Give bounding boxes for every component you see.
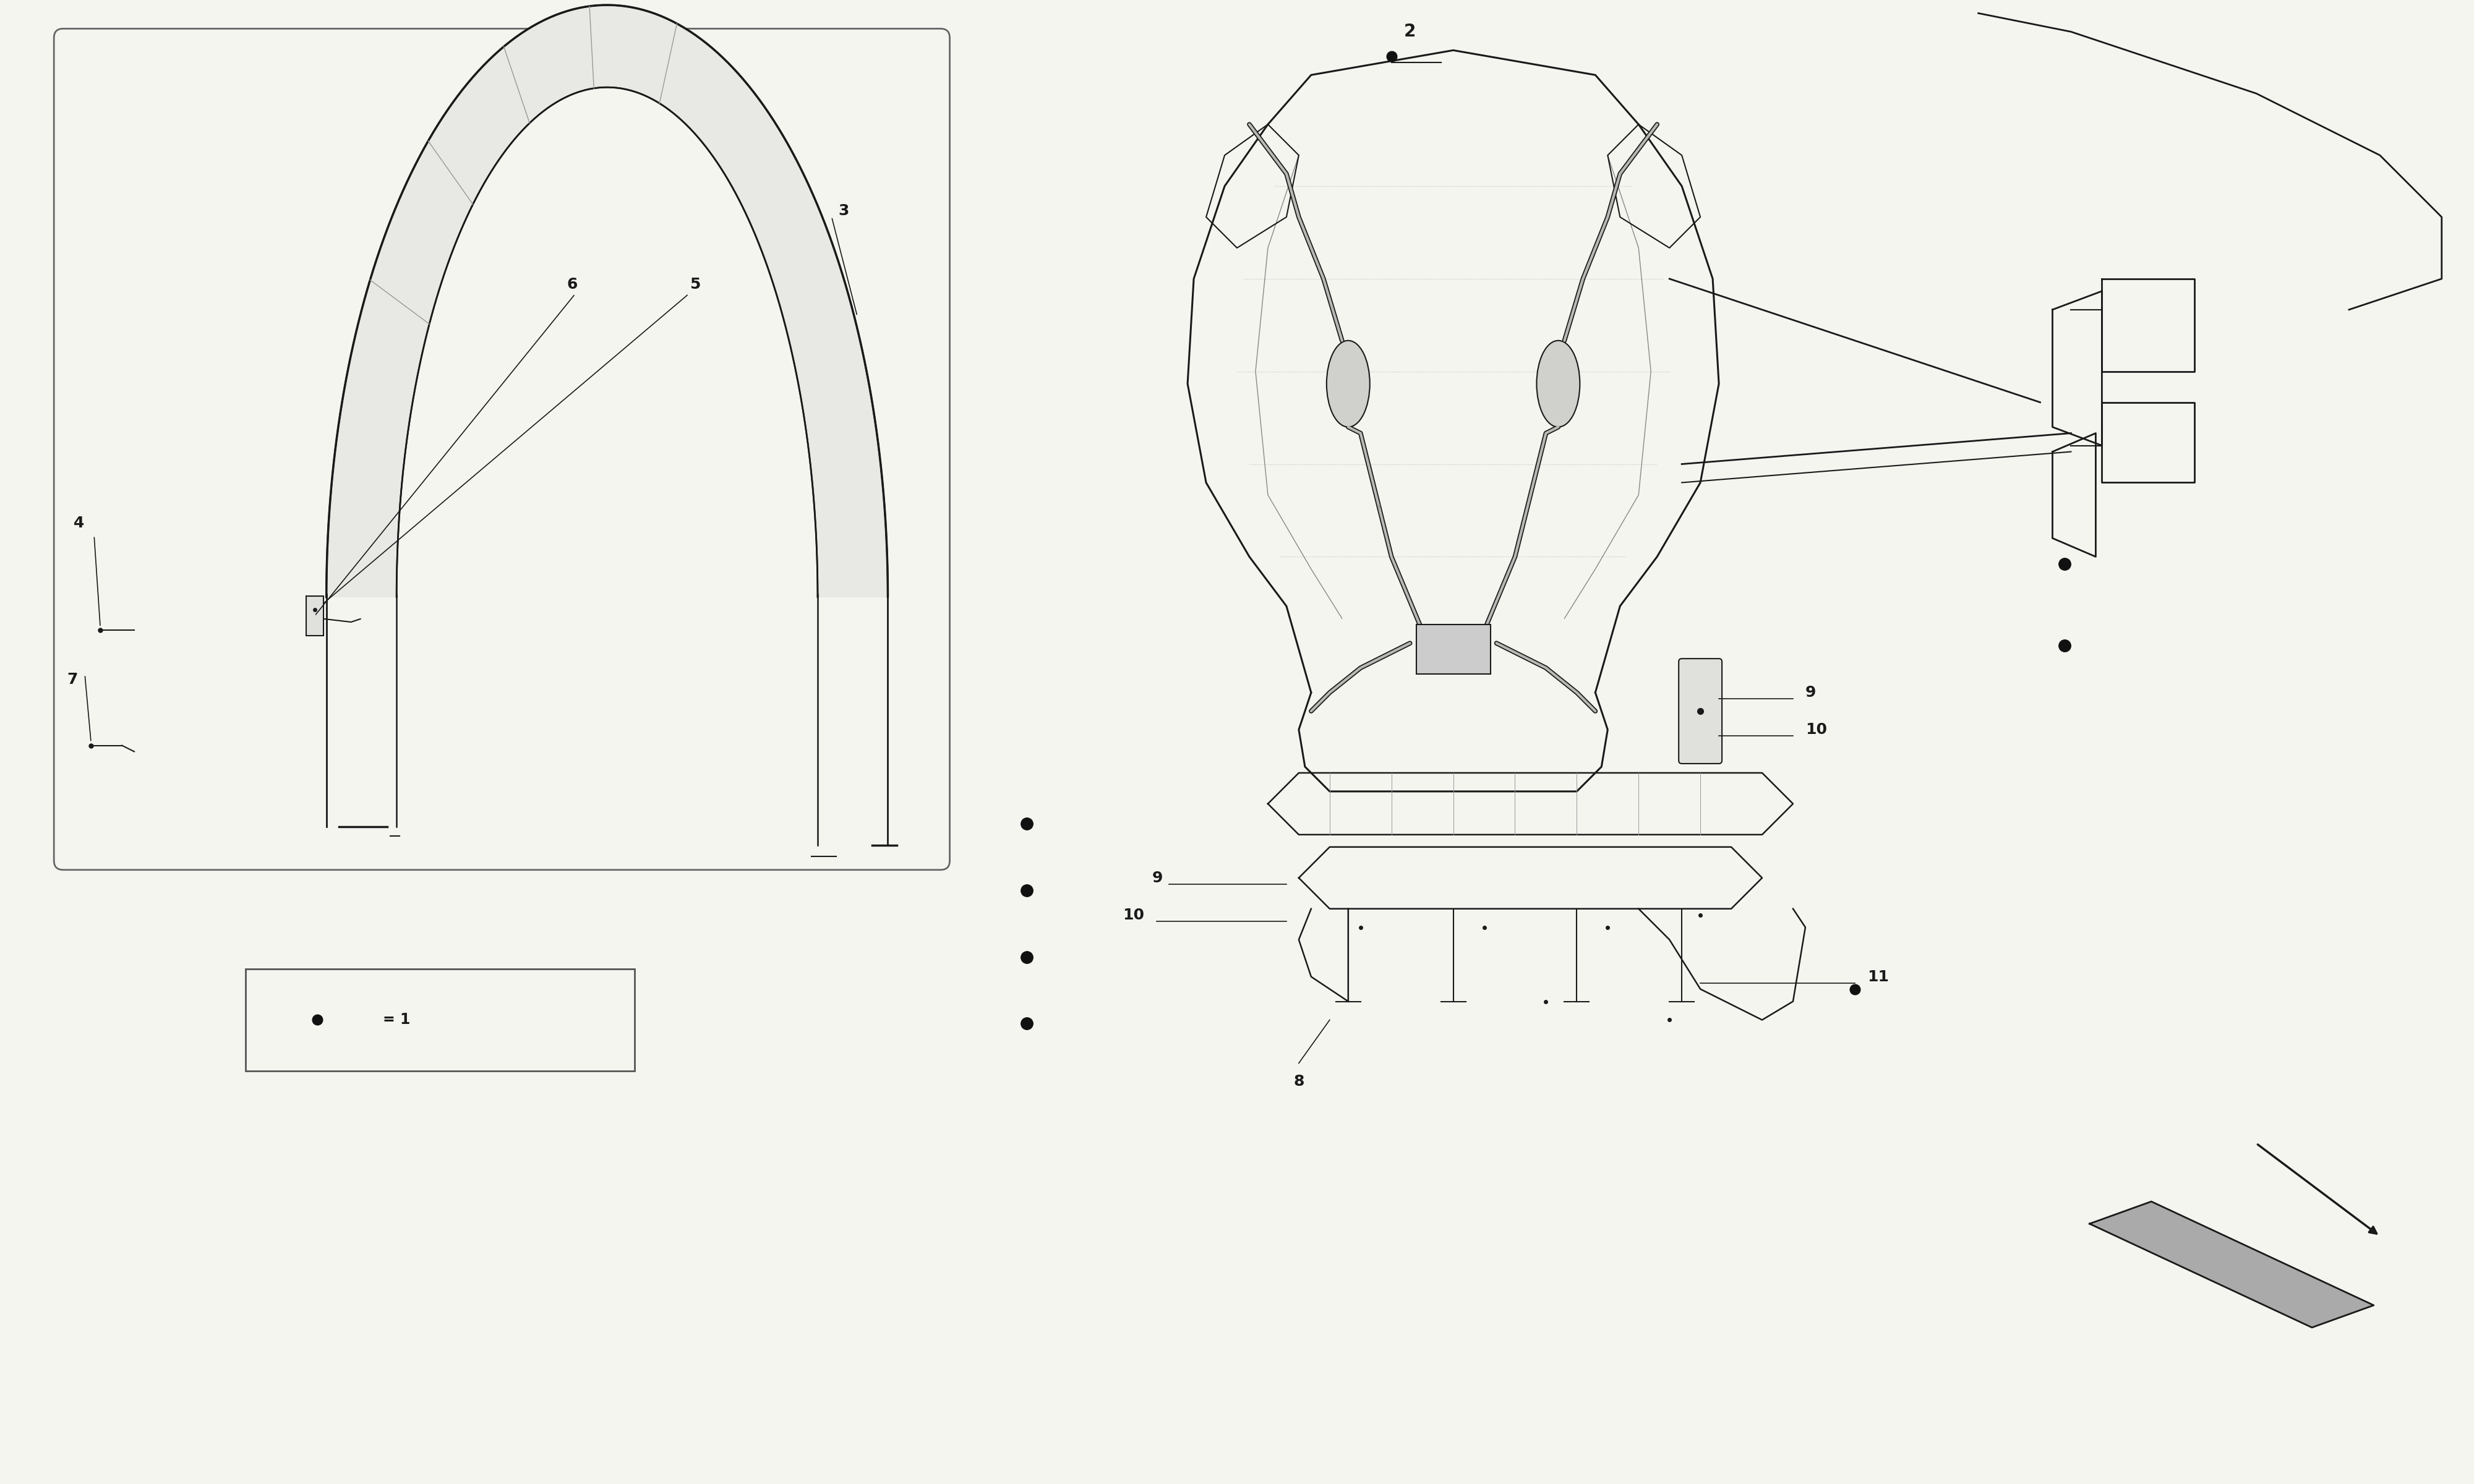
Text: 11: 11 — [1868, 969, 1888, 984]
Text: F: F — [1378, 505, 1380, 510]
Text: 8: 8 — [1294, 1074, 1304, 1089]
Text: 10: 10 — [1806, 723, 1826, 738]
Text: 6: 6 — [567, 278, 576, 292]
Text: 7: 7 — [67, 672, 77, 687]
Polygon shape — [2091, 1202, 2373, 1328]
FancyBboxPatch shape — [245, 969, 636, 1071]
Polygon shape — [327, 4, 888, 598]
FancyBboxPatch shape — [1680, 659, 1722, 764]
FancyBboxPatch shape — [54, 28, 950, 870]
Text: 9: 9 — [1806, 686, 1816, 700]
Text: 9: 9 — [1153, 871, 1163, 886]
Text: = 1: = 1 — [383, 1012, 411, 1027]
Text: 10: 10 — [1123, 908, 1145, 923]
Bar — [307, 595, 324, 637]
Ellipse shape — [1536, 340, 1581, 427]
Text: 4: 4 — [74, 516, 84, 531]
Ellipse shape — [1326, 340, 1371, 427]
Bar — [1415, 625, 1489, 674]
Text: 5: 5 — [690, 278, 700, 292]
Text: 3: 3 — [839, 203, 849, 218]
Text: 2: 2 — [1403, 24, 1415, 40]
